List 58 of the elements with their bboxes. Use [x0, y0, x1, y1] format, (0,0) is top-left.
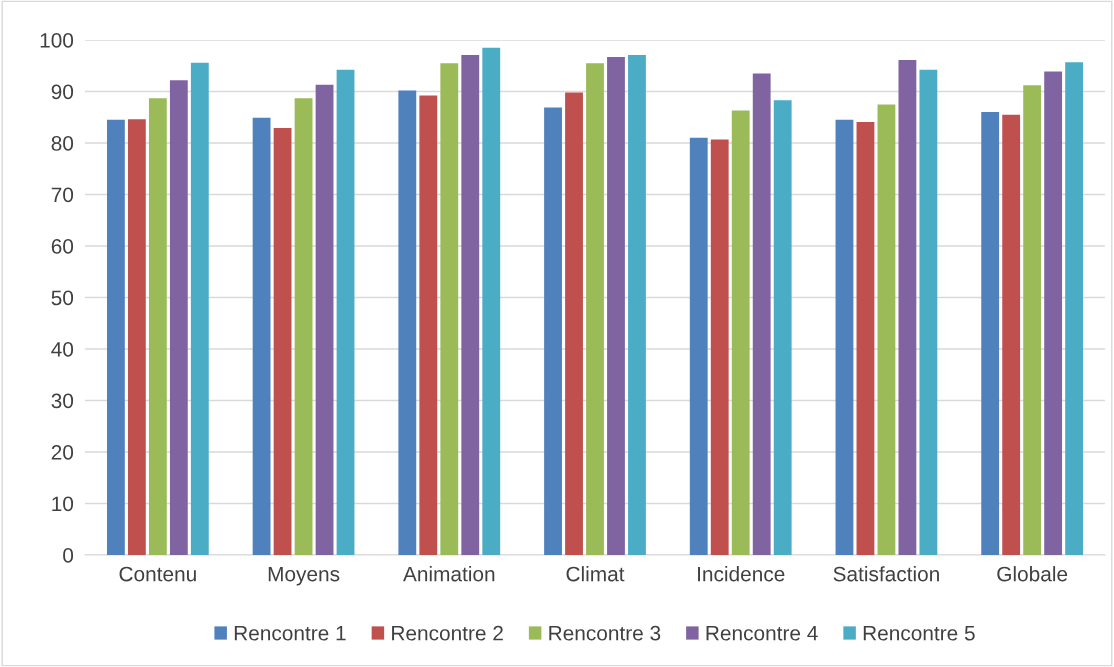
- legend-label: Rencontre 4: [706, 626, 818, 641]
- x-tick-label: Animation: [403, 566, 495, 582]
- bar: [607, 57, 625, 555]
- bar: [689, 137, 708, 555]
- bar: [898, 60, 917, 555]
- bar: [835, 119, 854, 555]
- y-tick-label: 80: [51, 136, 74, 151]
- bar: [710, 139, 729, 555]
- bar: [565, 92, 583, 555]
- legend-label: Rencontre 5: [863, 626, 975, 641]
- x-tick-label: Contenu: [119, 566, 196, 582]
- y-tick-label: 30: [51, 393, 74, 409]
- bar: [981, 112, 1000, 555]
- bar: [190, 62, 209, 555]
- bar: [752, 73, 771, 555]
- y-tick-label: 70: [51, 187, 74, 203]
- bar: [628, 54, 646, 555]
- x-tick-label: Satisfaction: [833, 566, 939, 582]
- bar: [1044, 71, 1063, 555]
- x-tick-label: Climat: [566, 566, 625, 582]
- y-tick-label: 50: [51, 290, 74, 306]
- legend-label: Rencontre 3: [549, 625, 661, 641]
- legend-label: Rencontre 1: [234, 626, 346, 641]
- bar: [856, 121, 875, 555]
- bar: [398, 90, 417, 555]
- bar: [315, 84, 334, 555]
- bar: [544, 107, 562, 555]
- bar: [482, 47, 501, 555]
- legend-label: Rencontre 2: [392, 625, 503, 641]
- x-tick-label: Moyens: [268, 566, 340, 586]
- bar: [440, 63, 459, 555]
- bar: [919, 69, 938, 555]
- y-tick-label: 0: [63, 548, 74, 563]
- y-tick-label: 100: [40, 33, 74, 48]
- bar: [1065, 62, 1084, 555]
- bar: [252, 117, 271, 555]
- x-tick-label: Incidence: [698, 566, 785, 582]
- bar: [106, 119, 125, 555]
- y-tick-label: 60: [51, 239, 74, 254]
- bar: [1023, 85, 1042, 555]
- bar: [294, 98, 313, 555]
- y-tick-label: 10: [52, 496, 74, 512]
- bar: [127, 119, 146, 555]
- x-tick-label: Globale: [997, 566, 1068, 582]
- bar: [731, 110, 750, 555]
- bar: [336, 69, 355, 555]
- bar: [1002, 114, 1021, 555]
- y-tick-label: 20: [51, 445, 74, 460]
- bar: [148, 98, 167, 555]
- bar: [586, 63, 604, 555]
- bar: [273, 128, 292, 555]
- bar: [461, 54, 480, 555]
- bar: [419, 95, 438, 555]
- bar: [169, 80, 188, 555]
- y-tick-label: 40: [51, 342, 74, 357]
- y-tick-label: 90: [51, 84, 74, 100]
- bar: [877, 104, 896, 555]
- bar: [773, 100, 792, 555]
